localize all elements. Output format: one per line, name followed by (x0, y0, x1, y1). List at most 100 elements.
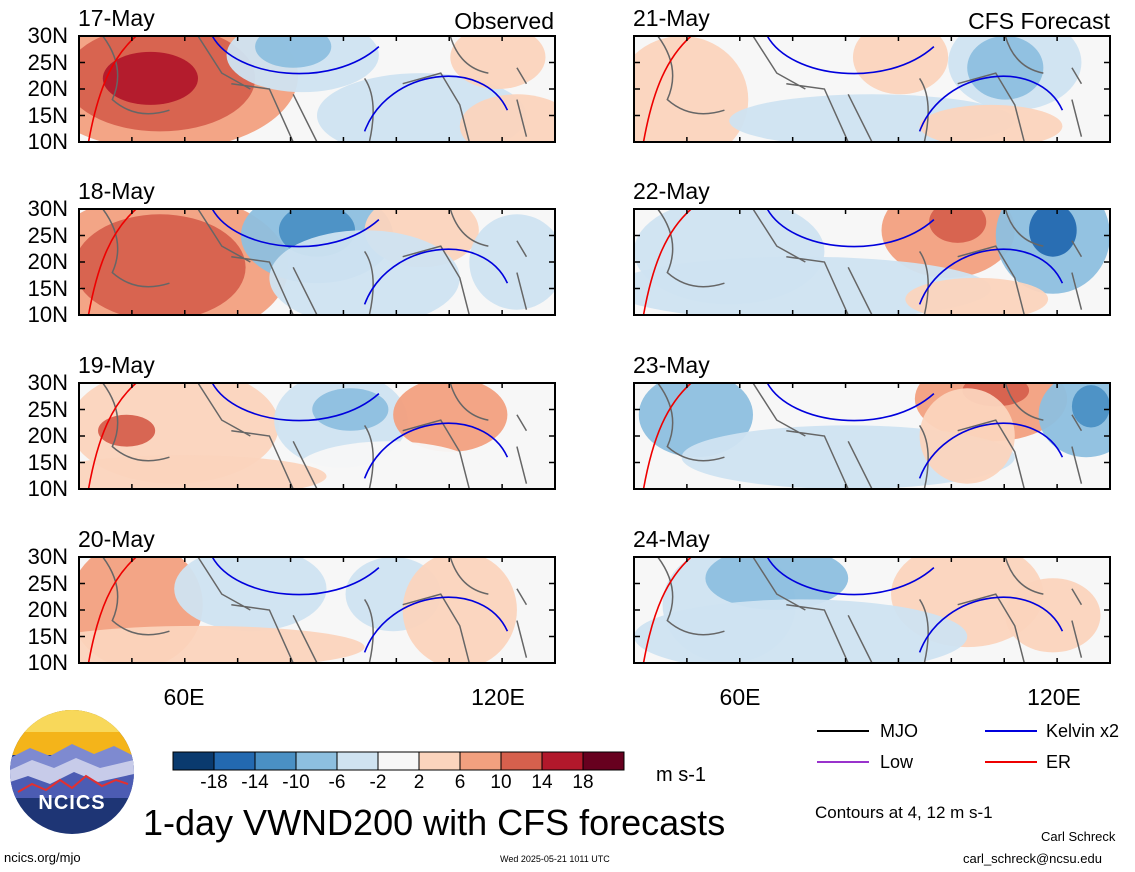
kelvin-contour (211, 209, 380, 248)
lon-tick-label: 120E (471, 684, 525, 710)
colorbar-swatch (213, 751, 256, 771)
field-anomaly (450, 36, 546, 89)
lat-tick-label: 15N (27, 449, 68, 475)
colorbar-swatch (336, 751, 379, 771)
panel-8 (633, 556, 1111, 664)
field-anomaly (269, 230, 460, 315)
coastlines (102, 557, 528, 663)
lat-tick-label: 10N (27, 302, 68, 327)
field-anomaly (634, 36, 749, 142)
email: carl_schreck@ncsu.edu (963, 851, 1102, 866)
lat-tick-label: 25N (27, 396, 68, 422)
colorbar-tick-label: -10 (282, 772, 310, 793)
kelvin-contour (211, 36, 380, 75)
colorbar (172, 751, 625, 771)
kelvin-contour (363, 248, 509, 305)
panel-6 (633, 208, 1111, 316)
field-anomaly (905, 277, 1049, 315)
colorbar-tick-label: -18 (200, 772, 228, 793)
observed-label: Observed (454, 8, 554, 34)
colorbar-tick-label: 2 (413, 772, 425, 793)
lat-tick-label: 10N (27, 650, 68, 675)
timestamp: Wed 2025-05-21 1011 UTC (500, 854, 610, 864)
coastlines (102, 209, 528, 315)
field-anomaly (79, 214, 246, 315)
lat-tick-label: 10N (27, 476, 68, 501)
lat-tick-label: 20N (27, 423, 68, 448)
lat-tick-label: 20N (27, 597, 68, 622)
colorbar-swatch (500, 751, 543, 771)
colorbar-tick-label: 14 (531, 772, 553, 793)
legend-mjo-label: MJO (880, 721, 918, 741)
panel-date-label: 20-May (78, 526, 155, 552)
kelvin-contour (918, 248, 1064, 305)
field-anomaly (1005, 578, 1101, 653)
coastlines (102, 36, 528, 142)
colorbar-swatch (254, 751, 297, 771)
legend-kelvin-label: Kelvin x2 (1046, 721, 1120, 741)
colorbar-swatch (418, 751, 461, 771)
er-contour (87, 36, 137, 142)
lat-tick-label: 15N (27, 623, 68, 649)
kelvin-contour (766, 557, 935, 596)
lat-tick-label: 25N (27, 222, 68, 248)
field-anomaly (705, 557, 849, 610)
field-anomaly (1029, 209, 1077, 257)
forecast-label: CFS Forecast (968, 8, 1110, 34)
kelvin-contour (363, 596, 509, 653)
coastlines (657, 36, 1083, 142)
kelvin-contour (918, 75, 1064, 132)
lat-tick-label: 30N (27, 196, 68, 221)
ncics-logo: NCICS (10, 710, 134, 834)
colorbar-tick-label: -14 (241, 772, 269, 793)
lat-tick-label: 10N (27, 129, 68, 154)
field-anomaly (1071, 385, 1110, 428)
panel-7 (633, 382, 1111, 490)
field-anomaly (79, 455, 327, 489)
kelvin-contour (363, 75, 509, 132)
field-anomaly (929, 209, 987, 243)
panel-3 (78, 382, 556, 490)
field-anomaly (79, 625, 365, 663)
lat-tick-label: 15N (27, 102, 68, 128)
panel-1 (78, 35, 556, 143)
lat-tick-label: 30N (27, 544, 68, 569)
field-anomaly (919, 388, 1015, 484)
panel-date-label: 19-May (78, 352, 155, 378)
lat-tick-label: 30N (27, 370, 68, 395)
panel-date-label: 24-May (633, 526, 710, 552)
kelvin-contour (766, 383, 935, 422)
panel-5 (633, 35, 1111, 143)
colorbar-tick-label: -6 (328, 772, 346, 793)
url-text: ncics.org/mjo (4, 850, 81, 865)
figure-title: 1-day VWND200 with CFS forecasts (143, 802, 726, 843)
field-anomaly (634, 599, 968, 663)
kelvin-contour (766, 209, 935, 248)
colorbar-swatch (541, 751, 584, 771)
er-contour (642, 383, 692, 489)
panel-4 (78, 556, 556, 664)
lon-tick-label: 120E (1027, 684, 1081, 710)
field-anomaly (469, 214, 555, 310)
colorbar-tick-label: 10 (490, 772, 512, 793)
logo-text: NCICS (38, 792, 106, 814)
field-anomaly (255, 36, 332, 68)
field-anomaly (402, 557, 517, 663)
er-contour (87, 383, 137, 489)
field-anomaly (312, 388, 389, 431)
er-contour (642, 209, 692, 315)
field-anomaly (102, 51, 198, 105)
colorbar-swatch (459, 751, 502, 771)
colorbar-swatch (377, 751, 420, 771)
field-anomaly (174, 557, 327, 632)
coastlines (657, 383, 1083, 489)
field-anomaly (98, 414, 156, 447)
coastlines (657, 557, 1083, 663)
legend-er-label: ER (1046, 752, 1072, 772)
field-anomaly (393, 383, 508, 452)
panel-date-label: 17-May (78, 5, 155, 31)
legend-low-label: Low (880, 752, 914, 772)
author: Carl Schreck (1041, 829, 1116, 844)
panel-date-label: 22-May (633, 178, 710, 204)
